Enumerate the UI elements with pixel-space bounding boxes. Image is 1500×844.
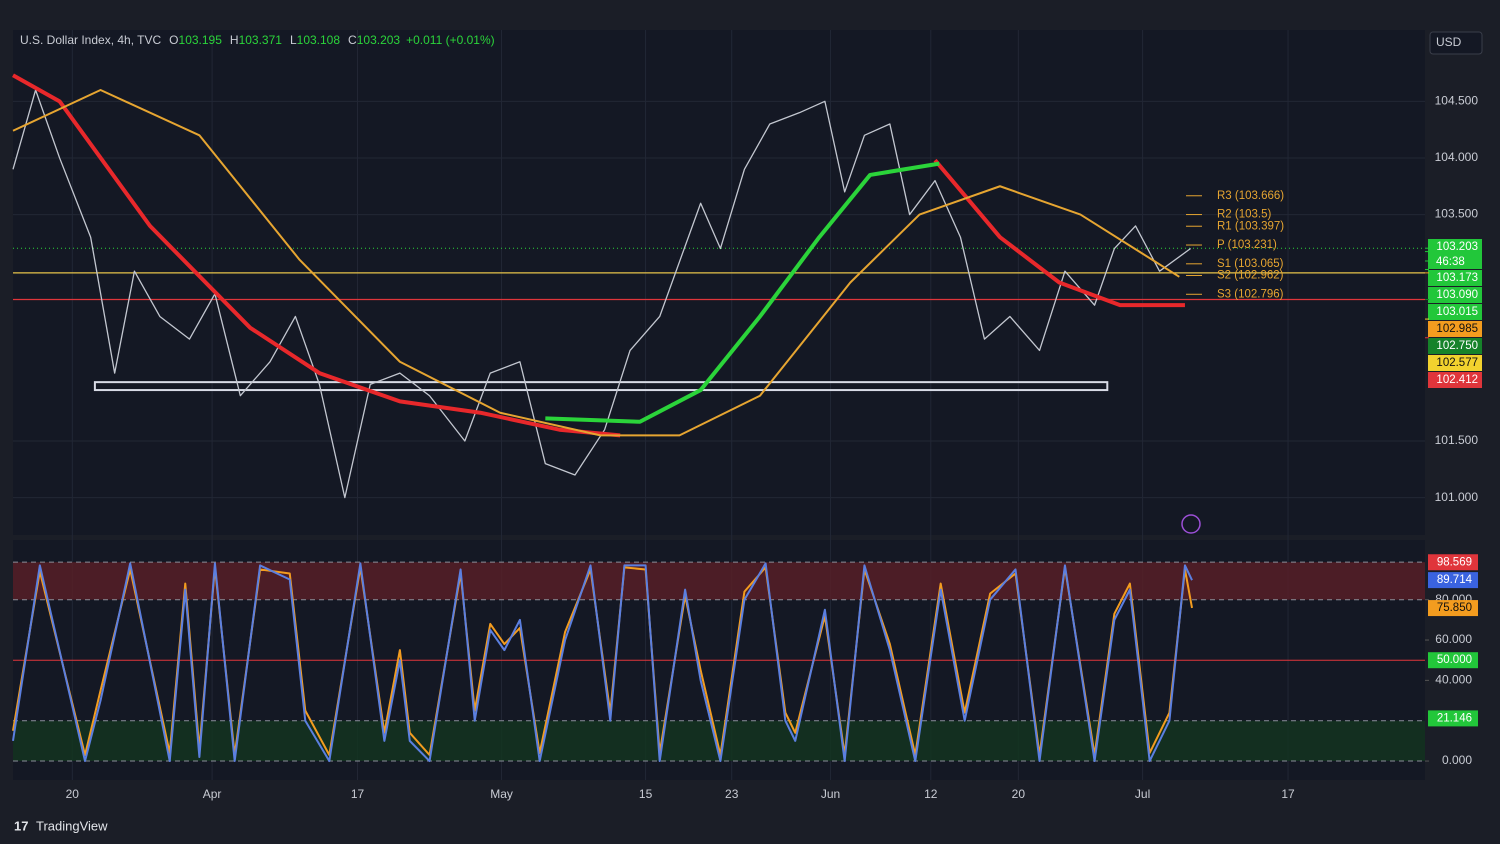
header-part: O [169,33,178,47]
y-tick-label: 104.500 [1435,94,1479,108]
x-tick-label: Jul [1135,787,1150,801]
x-tick-label: 23 [725,787,739,801]
header: U.S. Dollar Index, 4h, TVC O103.195 H103.3… [20,33,495,47]
price-badge [1428,355,1482,371]
osc-zone [13,562,1425,600]
osc-tick-label: 0.000 [1442,753,1472,767]
price-badge [1428,321,1482,337]
x-tick-label: 17 [1281,787,1295,801]
price-badge-label: 102.412 [1436,374,1478,386]
osc-badge [1428,554,1478,571]
price-badge-label: 102.750 [1436,340,1478,352]
osc-badge-label: 50.000 [1437,654,1472,666]
header-part: U.S. Dollar Index, 4h, TVC [20,33,162,47]
countdown: 46:38 [1436,256,1465,268]
price-badge-label: 103.015 [1436,306,1478,318]
osc-badge-label: 75.850 [1437,602,1472,614]
pivot-label: S1 (103.065) [1217,258,1284,270]
pivot-label: S3 (102.796) [1217,288,1284,300]
osc-badge [1428,600,1478,617]
price-badge-label: 102.577 [1436,357,1478,369]
header-part: 103.108 [297,33,341,47]
pivot-label: R2 (103.5) [1217,209,1272,221]
x-tick-label: 20 [1012,787,1026,801]
header-part: +0.011 (+0.01%) [406,33,495,47]
header-part: L [290,33,297,47]
price-badge [1428,338,1482,354]
x-tick-label: 20 [66,787,80,801]
price-badge-label: 103.090 [1436,289,1478,301]
osc-badge [1428,652,1478,669]
x-tick-label: Apr [203,787,222,801]
price-badge [1428,287,1482,303]
header-part: 103.203 [357,33,401,47]
x-tick-label: Jun [821,787,840,801]
header-part: H [230,33,239,47]
x-tick-label: May [490,787,513,801]
price-badge [1428,239,1482,269]
currency-box[interactable] [1429,31,1483,55]
price-badge [1428,372,1482,388]
pivot-label: R3 (103.666) [1217,190,1284,202]
price-badge-label: 103.203 [1436,241,1478,253]
price-line [12,89,1191,499]
y-tick-label: 103.500 [1435,207,1479,221]
osc-badge [1428,572,1478,589]
osc-badge [1428,710,1478,727]
header-part: C [348,33,357,47]
oscillator-line [12,562,1193,763]
price-line [12,73,621,438]
x-tick-label: 12 [924,787,938,801]
pivot-label: R1 (103.397) [1217,220,1284,232]
price-badge-label: 103.173 [1436,272,1478,284]
osc-badge-label: 98.569 [1437,556,1472,568]
price-badge-label: 102.985 [1436,323,1478,335]
price-line [933,158,1185,308]
event-icon[interactable] [1181,514,1201,534]
price-badge [1428,270,1482,286]
pivot-label: P (103.231) [1217,239,1277,251]
y-tick-label: 104.000 [1435,150,1479,164]
price-panel [13,30,1425,535]
osc-tick-label: 60.000 [1435,632,1472,646]
header-part: 103.371 [239,33,283,47]
header-part: 103.195 [179,33,223,47]
x-tick-label: 17 [351,787,365,801]
y-tick-label: 101.500 [1435,433,1479,447]
osc-badge-label: 89.714 [1437,574,1473,586]
price-line [12,89,1180,437]
osc-badge-label: 21.146 [1437,712,1472,724]
price-line [545,161,940,424]
support-zone [93,381,1109,392]
osc-tick-label: 40.000 [1435,673,1472,687]
pivot-label: S2 (102.962) [1217,270,1284,282]
x-tick-label: 15 [639,787,653,801]
brand: TradingView [36,818,108,833]
price-badge [1428,304,1482,320]
brand-logo: 17 [14,818,28,833]
currency: USD [1436,35,1462,49]
y-tick-label: 101.000 [1435,490,1479,504]
